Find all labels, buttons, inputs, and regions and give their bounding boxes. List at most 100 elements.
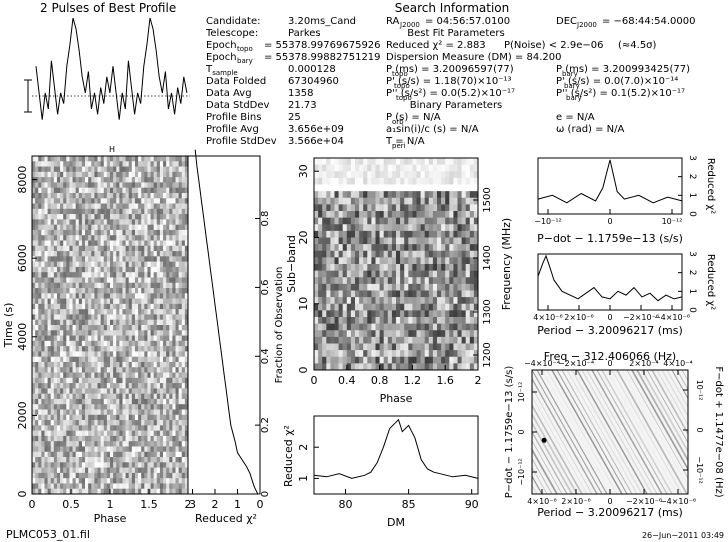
- omega: ω (rad) = N/A: [556, 124, 625, 135]
- tick-label: 30: [297, 164, 310, 178]
- dm-value: Dispersion Measure (DM) = 84.200: [386, 52, 561, 63]
- pddot-topo-sub: topo: [396, 94, 412, 102]
- tick-label: 0: [695, 427, 704, 432]
- p-bary-sub: bary: [562, 70, 578, 78]
- binary-title: Binary Parameters: [410, 100, 503, 111]
- dec-value: = −68:44:54.0000: [602, 16, 695, 27]
- pddot-bary-sub: bary: [566, 94, 582, 102]
- pdot-bary-sub: bary: [564, 82, 580, 90]
- frequency-ylabel: Frequency (MHz): [500, 218, 513, 310]
- tick-label: 2000: [16, 401, 29, 429]
- time-chi2-frame: [187, 155, 261, 495]
- tick-label: −2×10⁻⁶: [623, 313, 659, 322]
- tperi: T = N/A: [385, 136, 425, 147]
- pulse-profile-plot: [24, 17, 190, 120]
- tick-label: 0: [607, 313, 612, 322]
- tick-label: 0: [29, 498, 36, 511]
- period-xlabel: Period − 3.20096217 (ms): [537, 324, 683, 337]
- period-chi2-plot: 4×10⁻⁶ 2×10⁻⁶ 0 −2×10⁻⁶−4×10⁻⁶ 0 1 2 3 Period …: [533, 251, 716, 337]
- info-value: 3.20ms_Cand: [288, 16, 356, 27]
- tick-label: 0: [311, 374, 318, 387]
- position-block: RA J2000 = 04:56:57.0100 DEC J2000 = −68…: [386, 16, 695, 29]
- tick-label: −10⁻¹²: [517, 458, 526, 486]
- info-value: 21.73: [288, 100, 317, 111]
- tick-label: 2: [185, 498, 192, 511]
- tick-label: 0: [687, 307, 697, 313]
- info-label: Data Avg: [206, 88, 252, 99]
- footer-date: 26−Jun−2011 03:49: [642, 531, 724, 540]
- porb: P (s) = N/A: [386, 112, 441, 123]
- pdot-chi2-plot: −10⁻¹² 0 10⁻¹² 0 1 2 3 P−dot − 1.1759e−13 (s/…: [534, 155, 716, 245]
- dm-ylabel: Reduced χ²: [282, 425, 295, 487]
- tick-label: 1300: [482, 299, 493, 324]
- pp-ylabel: P−dot − 1.1759e−13 (s/s): [504, 366, 515, 499]
- tick-label: 10⁻¹²: [695, 380, 704, 401]
- time-chi2-ylabel: Fraction of Observation: [274, 267, 285, 384]
- ra-value: = 04:56:57.0100: [425, 16, 510, 27]
- asini: a₁sin(i)/c (s) = N/A: [386, 124, 479, 135]
- info-label-sub: bary: [237, 57, 253, 65]
- info-value: 25: [288, 112, 301, 123]
- dm-chi2-line: [313, 418, 479, 479]
- tick-label: 0.4: [338, 374, 356, 387]
- tick-label: 0.8: [260, 211, 271, 227]
- dm-chi2-plot: 80 85 90 1 2 DM Reduced χ²: [282, 415, 479, 529]
- info-value: 0.000128: [288, 64, 336, 75]
- porb-sub: orb: [392, 118, 404, 126]
- best-fit-block: Best Fit Parameters Reduced χ² = 2.883 P…: [386, 28, 690, 102]
- tick-label: 2: [687, 270, 697, 276]
- tick-label: 1.6: [436, 374, 454, 387]
- info-value: 3.566e+04: [288, 136, 344, 147]
- info-value: Parkes: [288, 28, 321, 39]
- info-label: Candidate:: [206, 16, 261, 27]
- pdot-ylabel: Reduced χ²: [705, 158, 716, 214]
- time-phase-ylabel: Time (s): [2, 303, 15, 349]
- info-label: T: [205, 64, 213, 75]
- pdot-frame: [537, 157, 683, 215]
- tick-label: 3: [189, 498, 196, 511]
- info-left-block: Candidate: 3.20ms_Cand Telescope: Parkes Epo…: [205, 16, 381, 147]
- info-value: 1358: [288, 88, 313, 99]
- tick-label: −10⁻¹²: [695, 456, 704, 484]
- phase-marker: H: [109, 145, 115, 154]
- pdot-chi2-line: [537, 159, 683, 204]
- subband-heatmap: [314, 158, 479, 371]
- pp-xlabel: Period − 3.20096217 (ms): [537, 506, 683, 519]
- tick-label: −4×10⁻⁶: [660, 497, 696, 506]
- tick-label: 4×10⁻⁶: [533, 313, 562, 322]
- tick-label: −10⁻¹²: [534, 217, 562, 226]
- info-label: Profile StdDev: [206, 136, 277, 147]
- tick-label: 1: [687, 192, 697, 198]
- time-phase-plot: 0 0.5 1 1.5 2 0 2000 4000 6000 8000 H Phase Time …: [2, 145, 192, 525]
- tick-label: 0.2: [260, 417, 271, 433]
- footer-filename: PLMC053_01.fil: [6, 528, 90, 541]
- time-phase-xlabel: Phase: [94, 512, 127, 525]
- info-value: 3.656e+09: [288, 124, 344, 135]
- period-ylabel: Reduced χ²: [705, 254, 716, 310]
- tick-label: 80: [339, 498, 353, 511]
- pdot-period-surface: [532, 370, 688, 494]
- tick-label: 2: [212, 498, 219, 511]
- info-label: Epoch: [206, 40, 237, 51]
- p-topo: P (ms) = 3.20096597(77): [386, 64, 514, 75]
- tick-label: 0: [297, 367, 310, 374]
- time-phase-heatmap: [32, 156, 189, 495]
- dm-xlabel: DM: [387, 516, 405, 529]
- tick-label: 0.4: [260, 348, 271, 364]
- subband-ylabel: Sub−band: [285, 235, 298, 293]
- tick-label: 0.6: [260, 279, 271, 295]
- tick-label: 3: [687, 251, 697, 257]
- pddot-topo: P'' (s/s²) = 0.0(5.2)×10⁻¹⁷: [386, 88, 515, 99]
- tick-label: 4×10⁻⁶: [527, 497, 556, 506]
- tick-label: 2×10⁻⁶: [561, 497, 590, 506]
- time-chi2-line: [194, 149, 259, 495]
- tick-label: 4000: [16, 323, 29, 351]
- tick-label: 2: [297, 444, 310, 451]
- pdot-bary: P' (s/s) = 0.0(7.0)×10⁻¹⁴: [556, 76, 678, 87]
- pulses-title: 2 Pulses of Best Profile: [40, 1, 176, 15]
- period-chi2-line: [537, 254, 683, 302]
- tick-label: 85: [402, 498, 416, 511]
- pulse-profile-line: [35, 17, 188, 120]
